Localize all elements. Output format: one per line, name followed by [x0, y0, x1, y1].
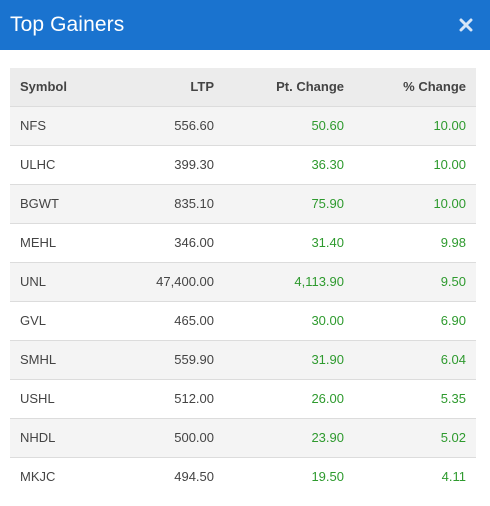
cell-symbol: USHL	[10, 378, 118, 418]
column-header-ltp[interactable]: LTP	[190, 79, 214, 95]
cell-pct-change: 10.00	[344, 183, 476, 223]
cell-pt-change: 19.50	[214, 456, 344, 496]
table-row[interactable]: BGWT 835.10 75.90 10.00	[10, 183, 476, 223]
modal-title: Top Gainers	[10, 13, 125, 36]
table-row[interactable]: UNL 47,400.00 4,113.90 9.50	[10, 261, 476, 301]
cell-pt-change: 31.90	[214, 339, 344, 379]
cell-symbol: UNL	[10, 261, 118, 301]
cell-symbol: MEHL	[10, 222, 118, 262]
cell-symbol: GVL	[10, 300, 118, 340]
table-row[interactable]: NFS 556.60 50.60 10.00	[10, 105, 476, 145]
column-header-pt-change[interactable]: Pt. Change	[276, 79, 344, 95]
close-icon[interactable]	[454, 13, 478, 37]
cell-ltp: 500.00	[118, 417, 214, 457]
cell-pt-change: 31.40	[214, 222, 344, 262]
cell-pt-change: 50.60	[214, 105, 344, 145]
cell-pct-change: 10.00	[344, 144, 476, 184]
table-row[interactable]: ULHC 399.30 36.30 10.00	[10, 144, 476, 184]
table-row[interactable]: MKJC 494.50 19.50 4.11	[10, 456, 476, 496]
cell-ltp: 399.30	[118, 144, 214, 184]
cell-pt-change: 23.90	[214, 417, 344, 457]
cell-pct-change: 5.35	[344, 378, 476, 418]
cell-pct-change: 6.04	[344, 339, 476, 379]
cell-pct-change: 9.50	[344, 261, 476, 301]
cell-pt-change: 30.00	[214, 300, 344, 340]
cell-ltp: 465.00	[118, 300, 214, 340]
cell-pt-change: 26.00	[214, 378, 344, 418]
cell-pct-change: 9.98	[344, 222, 476, 262]
cell-pct-change: 5.02	[344, 417, 476, 457]
cell-ltp: 556.60	[118, 105, 214, 145]
cell-pct-change: 10.00	[344, 105, 476, 145]
cell-symbol: ULHC	[10, 144, 118, 184]
cell-pt-change: 4,113.90	[214, 261, 344, 301]
table-row[interactable]: GVL 465.00 30.00 6.90	[10, 300, 476, 340]
cell-symbol: MKJC	[10, 456, 118, 496]
column-header-pct-change[interactable]: % Change	[403, 79, 466, 95]
table-row[interactable]: USHL 512.00 26.00 5.35	[10, 378, 476, 418]
table-row[interactable]: NHDL 500.00 23.90 5.02	[10, 417, 476, 457]
cell-pct-change: 4.11	[344, 456, 476, 496]
cell-symbol: NFS	[10, 105, 118, 145]
table-row[interactable]: MEHL 346.00 31.40 9.98	[10, 222, 476, 262]
gainers-table: Symbol LTP Pt. Change % Change NFS 556.60…	[10, 68, 476, 496]
cell-symbol: NHDL	[10, 417, 118, 457]
cell-ltp: 512.00	[118, 378, 214, 418]
modal-body: Symbol LTP Pt. Change % Change NFS 556.60…	[0, 50, 490, 496]
cell-pt-change: 75.90	[214, 183, 344, 223]
modal-header: Top Gainers	[0, 0, 490, 50]
column-header-symbol[interactable]: Symbol	[20, 79, 67, 95]
table-header-row: Symbol LTP Pt. Change % Change	[10, 68, 476, 106]
table-row[interactable]: SMHL 559.90 31.90 6.04	[10, 339, 476, 379]
cell-ltp: 346.00	[118, 222, 214, 262]
cell-symbol: BGWT	[10, 183, 118, 223]
cell-pt-change: 36.30	[214, 144, 344, 184]
cell-ltp: 559.90	[118, 339, 214, 379]
cell-pct-change: 6.90	[344, 300, 476, 340]
cell-symbol: SMHL	[10, 339, 118, 379]
cell-ltp: 47,400.00	[118, 261, 214, 301]
cell-ltp: 494.50	[118, 456, 214, 496]
cell-ltp: 835.10	[118, 183, 214, 223]
